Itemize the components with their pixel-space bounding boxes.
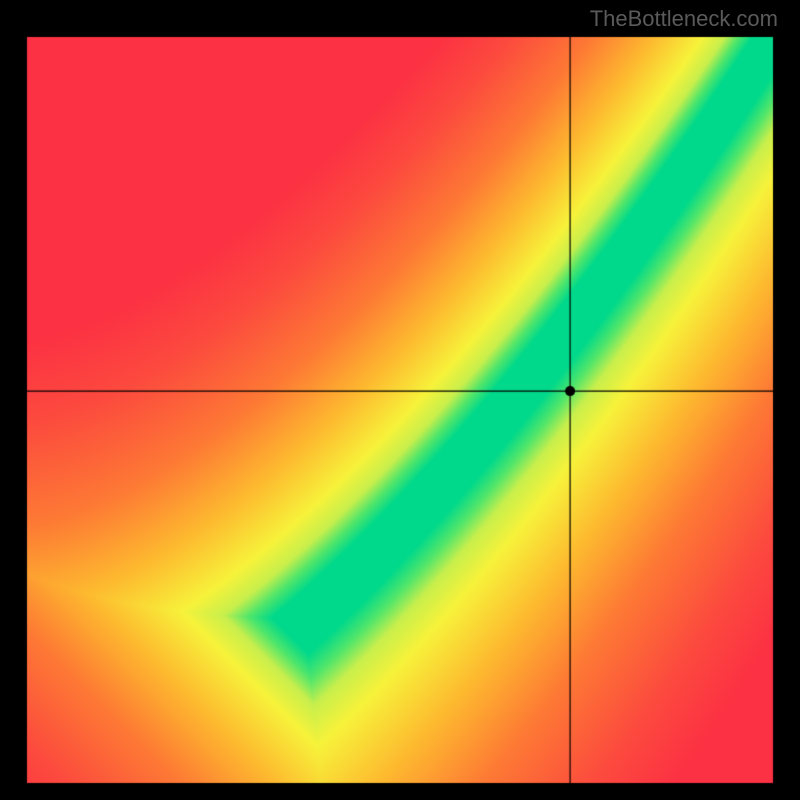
heatmap-canvas [22, 32, 778, 788]
attribution-text: TheBottleneck.com [590, 6, 778, 32]
heatmap-area [22, 32, 778, 788]
chart-container: TheBottleneck.com [0, 0, 800, 800]
